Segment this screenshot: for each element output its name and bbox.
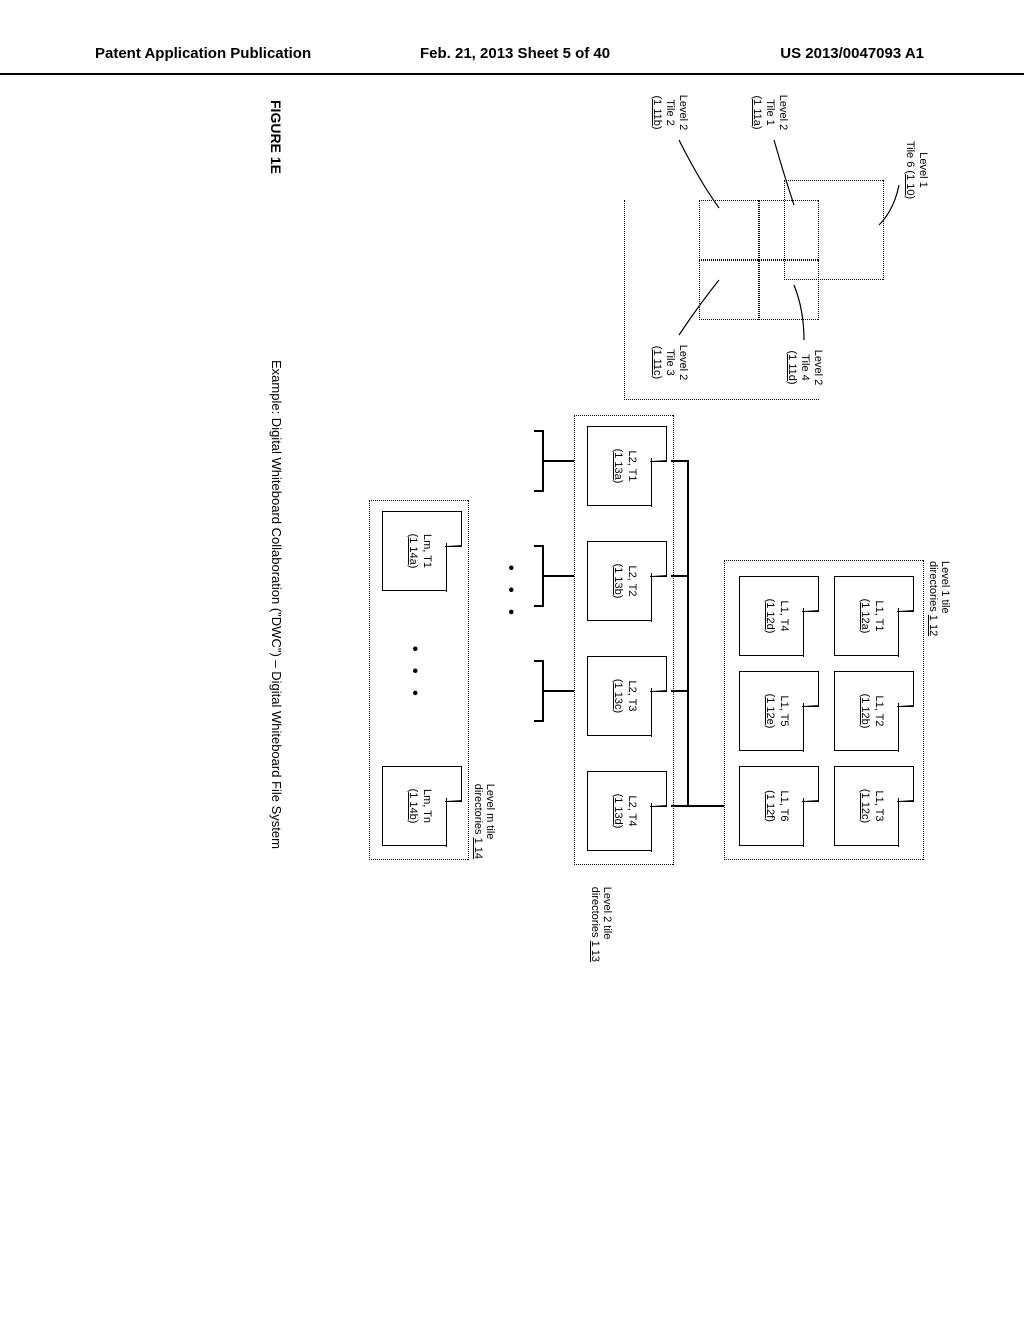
folder-top: L1, T2 bbox=[873, 696, 885, 727]
tree-line-l2t3-down bbox=[544, 690, 574, 692]
folder-l2t2: L2, T2(1 13b) bbox=[587, 541, 651, 621]
folder-ref: 1 12f bbox=[764, 794, 776, 818]
folder-ref: 1 13d bbox=[612, 797, 624, 825]
folder-ref: 1 14b bbox=[407, 792, 419, 820]
label-ref: 1 11a bbox=[751, 99, 763, 126]
tree-line-fan-t4 bbox=[534, 605, 544, 607]
level1-dir-label: Level 1 tiledirectories 1 12 bbox=[927, 561, 951, 636]
folder-top: L1, T5 bbox=[778, 696, 790, 727]
folder-l1t1: L1, T1(1 12a) bbox=[834, 576, 898, 656]
label-ref: 1 11c bbox=[651, 349, 663, 375]
folder-l2t1: L2, T1(1 13a) bbox=[587, 426, 651, 506]
folder-top: L1, T1 bbox=[873, 601, 885, 632]
levelm-dir-label: Level m tiledirectories 1 14 bbox=[472, 784, 496, 859]
folder-ref: 1 13a bbox=[612, 452, 624, 480]
level1-dir-group: Level 1 tiledirectories 1 12 L1, T1(1 12… bbox=[724, 560, 924, 860]
folder-top: L1, T4 bbox=[778, 601, 790, 632]
folder-top: L2, T3 bbox=[626, 681, 638, 712]
label-text: ) bbox=[786, 381, 798, 385]
folder-l1t3: L1, T3(1 12c) bbox=[834, 766, 898, 846]
label-text: Tile 1 bbox=[764, 99, 776, 126]
label-l2t3: Level 2 Tile 3 (1 11c) bbox=[649, 335, 689, 390]
leader-l1t6 bbox=[875, 180, 899, 230]
folder-lmtn: Lm, Tn(1 14b) bbox=[382, 766, 446, 846]
level2-dir-group: Level 2 tiledirectories 1 13 L2, T1(1 13… bbox=[574, 415, 674, 865]
ellipsis-levels: • • • bbox=[501, 565, 519, 621]
folder-top: L2, T1 bbox=[626, 451, 638, 482]
folder-ref: 1 12e bbox=[764, 697, 776, 725]
label-ref: 1 10 bbox=[904, 174, 916, 195]
label-text: Tile 4 bbox=[799, 354, 811, 381]
folder-ref: 1 13b bbox=[612, 567, 624, 595]
label-l1t6: Level 1 Tile 6 (1 10) bbox=[903, 125, 929, 215]
folder-lmt1: Lm, T1(1 14a) bbox=[382, 511, 446, 591]
label-ref: 1 13 bbox=[589, 941, 601, 962]
level2-dir-label: Level 2 tiledirectories 1 13 bbox=[589, 887, 613, 962]
label-l2t4: Level 2 Tile 4 (1 11d) bbox=[784, 340, 824, 395]
tree-line-l2t3-fan bbox=[543, 660, 545, 720]
tree-line-fan-t1 bbox=[534, 430, 544, 432]
label-text: Tile 2 bbox=[664, 99, 676, 126]
leader-l2t2 bbox=[669, 140, 719, 210]
folder-top: L2, T2 bbox=[626, 566, 638, 597]
label-text: ) bbox=[651, 126, 663, 130]
label-ref: 1 14 bbox=[472, 838, 484, 859]
tree-line-l1t6-down bbox=[689, 805, 724, 807]
label-text: Level 2 bbox=[677, 345, 689, 380]
folder-top: L2, T4 bbox=[626, 796, 638, 827]
folder-l1t2: L1, T2(1 12b) bbox=[834, 671, 898, 751]
folder-ref: 1 14a bbox=[407, 537, 419, 565]
folder-l1t6: L1, T6(1 12f) bbox=[739, 766, 803, 846]
folder-ref: 1 13c bbox=[612, 683, 624, 710]
levelm-dir-group: Level m tiledirectories 1 14 Lm, T1(1 14… bbox=[369, 500, 469, 860]
label-text: Level 2 bbox=[812, 350, 824, 385]
folder-l2t4: L2, T4(1 13d) bbox=[587, 771, 651, 851]
folder-ref: 1 12c bbox=[859, 793, 871, 820]
ellipsis-lm: • • • bbox=[405, 646, 423, 702]
tree-line-l2t2-down bbox=[544, 575, 574, 577]
tree-line-l2t1-down bbox=[544, 460, 574, 462]
folder-top: Lm, T1 bbox=[421, 534, 433, 568]
tree-line-fan-t3 bbox=[534, 545, 544, 547]
tree-line-fan-t2 bbox=[534, 490, 544, 492]
label-text: ) bbox=[651, 376, 663, 380]
label-text: ) bbox=[751, 126, 763, 130]
leader-l2t3 bbox=[669, 280, 719, 340]
folder-top: Lm, Tn bbox=[421, 789, 433, 823]
label-ref: 1 11b bbox=[651, 99, 663, 126]
folder-ref: 1 12a bbox=[859, 602, 871, 630]
folder-l2t3: L2, T3(1 13c) bbox=[587, 656, 651, 736]
tree-line-l2t2-fan bbox=[543, 545, 545, 605]
folder-top: L1, T3 bbox=[873, 791, 885, 822]
tree-line-l2t1-fan bbox=[543, 430, 545, 490]
tree-line-fan-t6 bbox=[534, 720, 544, 722]
figure-label: FIGURE 1E bbox=[268, 100, 284, 174]
label-text: Level 1 bbox=[917, 152, 929, 187]
tree-line-fan-t5 bbox=[534, 660, 544, 662]
label-ref: 1 12 bbox=[927, 615, 939, 636]
label-l2t2: Level 2 Tile 2 (1 11b) bbox=[649, 85, 689, 140]
folder-top: L1, T6 bbox=[778, 791, 790, 822]
figure-caption: Example: Digital Whiteboard Collaboratio… bbox=[269, 360, 284, 849]
label-text: Level 2 bbox=[777, 95, 789, 130]
folder-ref: 1 12d bbox=[764, 602, 776, 630]
label-text: Tile 6 ( bbox=[904, 141, 916, 174]
tree-line-l2-hbar bbox=[688, 460, 690, 806]
leader-l2t1 bbox=[759, 140, 789, 210]
label-l2t1: Level 2 Tile 1 (1 11a) bbox=[749, 85, 789, 140]
label-text: Level 2 bbox=[677, 95, 689, 130]
folder-ref: 1 12b bbox=[859, 697, 871, 725]
figure-diagram: Level 1 Tile 6 (1 10) Level 2 Tile 1 (1 … bbox=[124, 180, 1024, 1204]
folder-l1t4: L1, T4(1 12d) bbox=[739, 576, 803, 656]
leader-l2t4 bbox=[779, 285, 809, 345]
label-ref: 1 11d bbox=[786, 354, 798, 381]
label-text: ) bbox=[904, 195, 916, 199]
folder-l1t5: L1, T5(1 12e) bbox=[739, 671, 803, 751]
label-text: Tile 3 bbox=[664, 349, 676, 376]
